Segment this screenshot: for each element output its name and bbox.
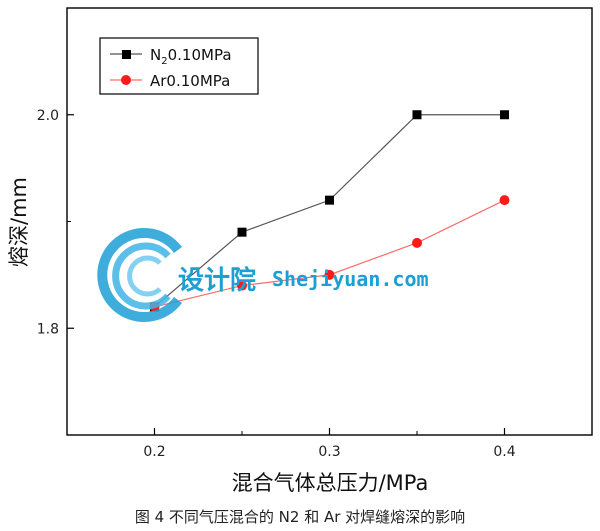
- watermark-logo: [97, 228, 183, 322]
- figure-caption: 图 4 不同气压混合的 N2 和 Ar 对焊缝熔深的影响: [134, 508, 466, 526]
- chart: 0.2 0.3 0.4 1.8 2.0 设计院 Shejiyuan.com N20.10…: [7, 7, 593, 495]
- watermark-en: Shejiyuan.com: [272, 267, 429, 291]
- data-point-square: [237, 227, 247, 237]
- legend-marker-n2: [122, 50, 131, 59]
- data-point-square: [500, 110, 509, 120]
- legend-marker-ar: [121, 75, 131, 85]
- data-point-circle: [499, 195, 510, 206]
- y-tick-label: 1.8: [37, 321, 59, 337]
- data-point-circle: [324, 269, 335, 280]
- legend-label-ar: Ar0.10MPa: [150, 72, 230, 90]
- data-point-circle: [412, 237, 422, 248]
- x-tick-label: 0.2: [143, 444, 165, 460]
- legend: N20.10MPa Ar0.10MPa: [99, 37, 259, 95]
- tick-labels: 0.2 0.3 0.4 1.8 2.0: [37, 108, 516, 460]
- x-tick-label: 0.3: [318, 444, 340, 460]
- y-axis-title: 熔深/mm: [7, 177, 31, 267]
- watermark-cn: 设计院: [178, 265, 256, 296]
- axis-ticks: [66, 7, 593, 436]
- legend-label-n2: N20.10MPa: [150, 46, 232, 67]
- data-point-square: [325, 195, 334, 205]
- x-tick-label: 0.4: [493, 444, 515, 460]
- x-axis-title: 混合气体总压力/MPa: [232, 471, 429, 495]
- data-point-circle: [237, 280, 247, 291]
- data-point-square: [412, 110, 422, 120]
- y-tick-label: 2.0: [37, 108, 59, 124]
